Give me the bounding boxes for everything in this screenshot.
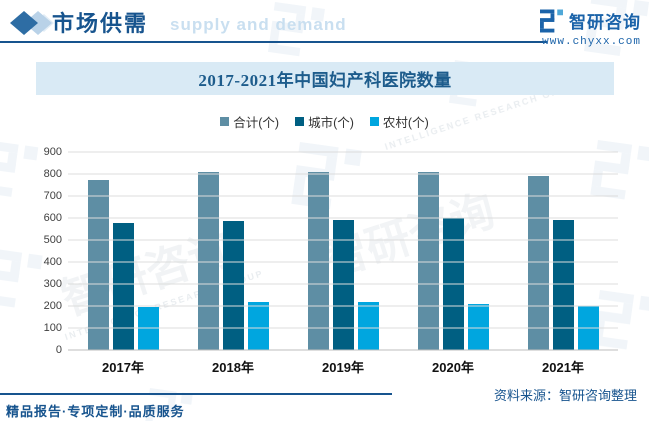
y-tick-label: 400	[43, 256, 62, 268]
bar-城市(个)-2018年	[222, 220, 244, 350]
x-axis-baseline	[68, 349, 618, 351]
legend-item: 合计(个)	[220, 112, 279, 131]
bar-农村(个)-2018年	[247, 301, 269, 350]
gridline	[68, 173, 618, 175]
bar-group-2018年	[178, 152, 288, 350]
y-tick-label: 100	[43, 322, 62, 334]
y-tick-label: 0	[55, 344, 62, 356]
legend-item: 城市(个)	[295, 112, 354, 131]
legend-item: 农村(个)	[369, 112, 429, 131]
bar-农村(个)-2020年	[467, 304, 489, 350]
bars	[527, 152, 599, 350]
gridline	[68, 151, 618, 153]
y-axis: 0 100 200 300 400 500 600 700 800 900	[30, 146, 62, 356]
bars	[197, 152, 269, 350]
y-tick-label: 300	[43, 278, 62, 291]
bar-groups	[68, 152, 618, 350]
x-axis-label: 2019年	[322, 360, 364, 375]
header-ghost-subtitle: supply and demand	[170, 15, 347, 34]
x-axis-label: 2018年	[212, 360, 254, 375]
bar-group-2020年	[398, 152, 508, 350]
services-tagline: 精品报告·专项定制·品质服务	[6, 404, 185, 419]
bar-group-2021年	[508, 152, 618, 350]
bars	[307, 152, 379, 350]
y-tick-label: 200	[43, 300, 62, 312]
brand-logo-icon	[540, 9, 563, 32]
bar-农村(个)-2019年	[357, 302, 379, 350]
bars	[87, 152, 159, 350]
gridline	[68, 283, 618, 285]
bar-合计(个)-2021年	[527, 175, 549, 350]
bar-城市(个)-2021年	[552, 219, 574, 350]
gridline	[68, 327, 618, 329]
legend-swatch	[369, 117, 379, 126]
y-tick-label: 700	[43, 190, 62, 202]
diamond-icon	[10, 11, 54, 35]
x-axis-label: 2017年	[102, 360, 144, 375]
plot-area	[68, 151, 618, 351]
brand-name: 智研咨询	[569, 13, 641, 32]
legend-label: 农村(个)	[382, 116, 429, 130]
chart-title: 2017-2021年中国妇产科医院数量	[198, 71, 452, 90]
chart-title-banner: 2017-2021年中国妇产科医院数量	[36, 62, 614, 95]
gridline	[68, 217, 618, 219]
x-axis-label: 2020年	[432, 360, 474, 375]
data-source-label: 资料来源：智研咨询整理	[493, 388, 637, 403]
x-axis-label: 2021年	[542, 360, 584, 375]
y-tick-label: 600	[43, 212, 62, 225]
gridline	[68, 239, 618, 241]
x-axis: 2017年 2018年 2019年 2020年 2021年	[68, 357, 618, 376]
bar-城市(个)-2019年	[332, 219, 354, 350]
legend-label: 合计(个)	[233, 116, 280, 130]
header-divider	[0, 41, 547, 43]
gridline	[68, 195, 618, 197]
gridline	[68, 261, 618, 263]
bar-合计(个)-2017年	[87, 179, 109, 350]
brand-url[interactable]: www.chyxx.com	[542, 36, 641, 48]
page-title: 市场供需	[52, 11, 149, 36]
y-tick-label: 500	[43, 234, 62, 246]
y-tick-label: 800	[43, 168, 62, 180]
bar-group-2017年	[68, 152, 178, 350]
legend-label: 城市(个)	[308, 116, 354, 130]
legend-swatch	[220, 117, 230, 126]
legend-swatch	[295, 117, 305, 126]
y-tick-label: 900	[43, 146, 62, 158]
gridline	[68, 305, 618, 307]
bar-城市(个)-2017年	[112, 223, 134, 350]
footer-divider	[0, 393, 392, 395]
bar-group-2019年	[288, 152, 398, 350]
brand-logo[interactable]: 智研咨询 www.chyxx.com	[540, 8, 641, 48]
bars	[417, 152, 489, 350]
legend: 合计(个) 城市(个) 农村(个)	[0, 112, 649, 131]
